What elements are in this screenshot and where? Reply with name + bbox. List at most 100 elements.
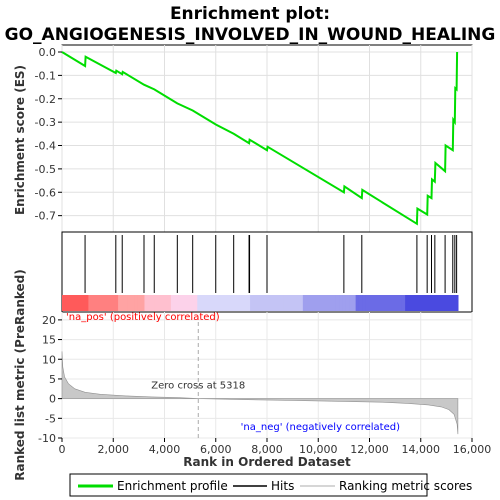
gradient-segment [104,295,109,311]
gradient-segment [349,295,353,311]
gradient-segment [78,295,83,311]
legend-profile-label: Enrichment profile [117,479,228,493]
gradient-segment [454,295,459,311]
x-tick-label: 2,000 [98,443,130,456]
gradient-segment [411,295,416,311]
gradient-segment [187,295,192,311]
gradient-segment [184,295,188,311]
x-tick-label: 4,000 [149,443,181,456]
gradient-segment [329,295,334,311]
gradient-segment [365,295,370,311]
gradient-segment [127,295,132,311]
gradient-segment [421,295,426,311]
gradient-segment [408,295,413,311]
gradient-segment [266,295,271,311]
gradient-segment [355,295,360,311]
chart-title-line2: GO_ANGIOGENESIS_INVOLVED_IN_WOUND_HEALIN… [5,25,496,45]
gradient-segment [167,295,172,311]
gradient-segment [236,295,241,311]
gradient-segment [405,295,410,311]
gradient-segment [424,295,429,311]
gradient-segment [114,295,119,311]
metric-axis-label: Ranked list metric (PreRanked) [13,269,27,481]
gradient-segment [250,295,254,311]
gradient-segment [269,295,274,311]
gradient-segment [438,295,443,311]
metric-tick-label: 10 [42,353,56,366]
gradient-segment [283,295,287,311]
gradient-segment [118,295,122,311]
gradient-segment [246,295,251,311]
gradient-segment [144,295,149,311]
gradient-segment [253,295,258,311]
gradient-segment [358,295,363,311]
gradient-segment [309,295,314,311]
gradient-segment [141,295,146,311]
gradient-segment [259,295,264,311]
gradient-segment [385,295,390,311]
gradient-segment [448,295,452,311]
gradient-segment [233,295,238,311]
legend [69,473,428,497]
gradient-segment [391,295,396,311]
gradient-segment [65,295,70,311]
es-axis-label: Enrichment score (ES) [13,65,27,215]
gradient-segment [81,295,86,311]
metric-tick-label: 5 [49,373,56,386]
gradient-segment [62,295,66,311]
gradient-segment [164,295,169,311]
gradient-segment [230,295,235,311]
gradient-segment [302,295,307,311]
gradient-segment [101,295,106,311]
legend-hits-label: Hits [271,479,294,493]
gradient-segment [240,295,245,311]
gradient-segment [322,295,327,311]
ranking-metric-area [61,351,459,435]
gradient-segment [160,295,165,311]
x-tick-label: 6,000 [200,443,232,456]
gradient-segment [207,295,212,311]
gradient-segment [131,295,136,311]
gradient-segment [296,295,301,311]
gradient-segment [395,295,400,311]
gradient-segment [223,295,228,311]
gradient-segment [441,295,446,311]
gradient-segment [124,295,129,311]
x-axis-label: Rank in Ordered Dataset [183,455,351,469]
ranking-gradient-bar [62,295,459,311]
gradient-segment [91,295,96,311]
metric-tick-label: -10 [38,432,56,445]
gradient-segment [372,295,377,311]
gradient-segment [263,295,268,311]
gradient-segment [319,295,324,311]
gradient-segment [382,295,386,311]
gradient-segment [398,295,403,311]
gradient-segment [368,295,373,311]
es-tick-label: -0.2 [35,93,56,106]
gradient-segment [154,295,159,311]
gradient-segment [339,295,344,311]
gradient-segment [434,295,439,311]
metric-tick-label: 15 [42,334,56,347]
gradient-segment [210,295,215,311]
gradient-segment [279,295,284,311]
gradient-segment [418,295,423,311]
gradient-segment [273,295,278,311]
neg-correlated-label: 'na_neg' (negatively correlated) [241,422,400,433]
gradient-segment [203,295,208,311]
gradient-segment [428,295,433,311]
gradient-segment [256,295,261,311]
es-tick-label: -0.1 [35,69,56,82]
gradient-segment [180,295,185,311]
x-tick-label: 16,000 [453,443,492,456]
gradient-segment [147,295,152,311]
gradient-segment [94,295,99,311]
gradient-segment [193,295,198,311]
es-tick-label: -0.4 [35,140,56,153]
enrichment-profile-line [61,51,459,226]
gradient-segment [276,295,281,311]
pos-correlated-label: 'na_pos' (positively correlated) [66,312,220,323]
gradient-segment [345,295,350,311]
gradient-segment [137,295,142,311]
